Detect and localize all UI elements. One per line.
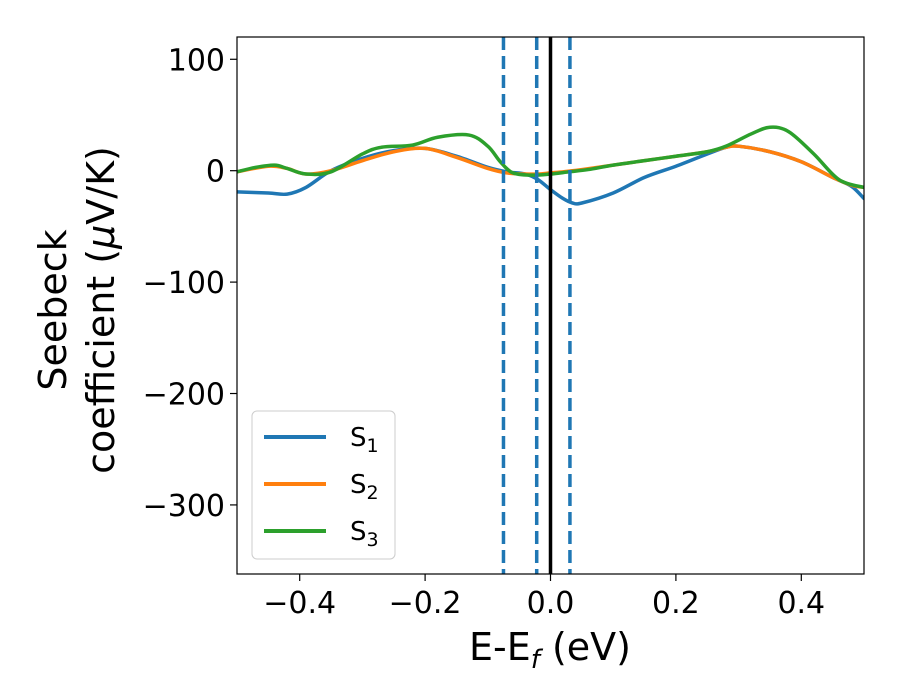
plot-area <box>237 125 864 206</box>
y-tick-label: 0 <box>206 155 225 190</box>
x-tick-label: 0.2 <box>652 586 700 621</box>
y-tick-label: −200 <box>143 378 225 413</box>
legend-label-s3: S3 <box>350 517 379 551</box>
series-line-s3 <box>237 125 864 190</box>
y-tick-label: −300 <box>143 489 225 524</box>
x-tick-label: −0.2 <box>389 586 462 621</box>
y-axis-ticks: 100 0 −100 −200 −300 <box>143 43 237 524</box>
y-axis-label-line1: Seebeck <box>31 229 75 390</box>
x-tick-label: −0.4 <box>263 586 336 621</box>
x-tick-label: 0.4 <box>777 586 825 621</box>
y-axis-label: Seebeck coefficient (μV/K) <box>31 146 123 474</box>
legend-label-s2: S2 <box>350 470 379 504</box>
y-tick-label: −100 <box>143 266 225 301</box>
x-axis-ticks: −0.4 −0.2 0.0 0.2 0.4 <box>263 574 825 621</box>
reference-lines <box>501 37 572 574</box>
y-tick-label: 100 <box>168 43 225 78</box>
y-axis-label-line2: coefficient (μV/K) <box>79 146 123 474</box>
x-axis-label: E-Ef (eV) <box>469 625 631 675</box>
legend: S1 S2 S3 <box>251 410 396 560</box>
x-tick-label: 0.0 <box>527 586 575 621</box>
legend-label-s1: S1 <box>350 423 379 457</box>
